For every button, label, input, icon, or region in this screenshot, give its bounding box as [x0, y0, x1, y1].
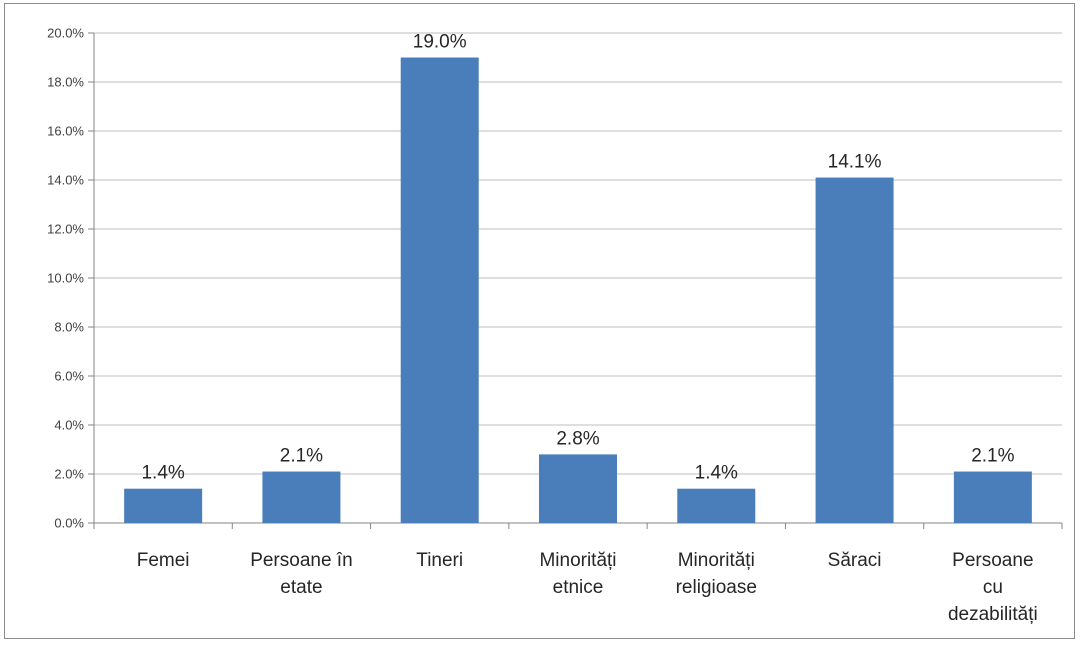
- y-tick-label: 6.0%: [54, 369, 84, 384]
- category-label: Femei: [137, 550, 190, 571]
- y-tick-label: 0.0%: [54, 516, 84, 531]
- category-label: Minorități etnice: [539, 550, 616, 598]
- bar: [815, 177, 894, 524]
- category-labels: Femei Persoane în etate Tineri Minorități etn…: [137, 550, 1038, 625]
- category-label-line: etate: [280, 577, 322, 598]
- data-label: 19.0%: [413, 32, 467, 53]
- bar: [400, 57, 479, 523]
- category-label-line: Persoane: [952, 550, 1033, 571]
- data-label: 1.4%: [141, 463, 184, 484]
- data-label: 1.4%: [695, 463, 738, 484]
- category-label-line: etnice: [553, 577, 604, 598]
- category-label: Minorități religioase: [676, 550, 757, 598]
- data-label: 2.1%: [280, 446, 323, 467]
- y-tick-label: 14.0%: [47, 173, 84, 188]
- data-label: 2.8%: [556, 428, 599, 449]
- data-label: 2.1%: [971, 446, 1014, 467]
- y-tick-label: 12.0%: [47, 222, 84, 237]
- category-label-line: Minorități: [678, 550, 755, 571]
- y-tick-label: 10.0%: [47, 271, 84, 286]
- bar: [953, 471, 1032, 523]
- data-label: 14.1%: [828, 152, 882, 173]
- bar: [262, 471, 341, 523]
- category-label-line: Femei: [137, 550, 190, 571]
- category-label: Persoane în etate: [250, 550, 352, 598]
- y-tick-label: 20.0%: [47, 26, 84, 41]
- category-label-line: cu: [983, 577, 1003, 598]
- y-tick-label: 4.0%: [54, 418, 84, 433]
- category-label-line: dezabilități: [948, 604, 1038, 625]
- y-tick-label: 18.0%: [47, 75, 84, 90]
- y-tick-label: 8.0%: [54, 320, 84, 335]
- y-axis-tick-labels: 0.0% 2.0% 4.0% 6.0% 8.0% 10.0% 12.0% 14.0% 16.0%…: [47, 26, 84, 531]
- bars: [124, 57, 1032, 524]
- category-label: Tineri: [416, 550, 463, 571]
- data-labels: 1.4% 2.1% 19.0% 2.8% 1.4% 14.1% 2.1%: [141, 32, 1014, 484]
- category-label-line: religioase: [676, 577, 757, 598]
- chart-frame: [4, 3, 1075, 639]
- gridlines: [94, 32, 1062, 475]
- y-tick-label: 2.0%: [54, 467, 84, 482]
- category-label: Persoane cu dezabilități: [948, 550, 1038, 625]
- y-tick-label: 16.0%: [47, 124, 84, 139]
- category-label-line: Tineri: [416, 550, 463, 571]
- category-label-line: Săraci: [828, 550, 882, 571]
- bar: [539, 454, 617, 523]
- bar: [124, 488, 203, 523]
- category-label: Săraci: [828, 550, 882, 571]
- bar: [677, 488, 756, 523]
- category-label-line: Persoane în: [250, 550, 352, 571]
- category-label-line: Minorități: [539, 550, 616, 571]
